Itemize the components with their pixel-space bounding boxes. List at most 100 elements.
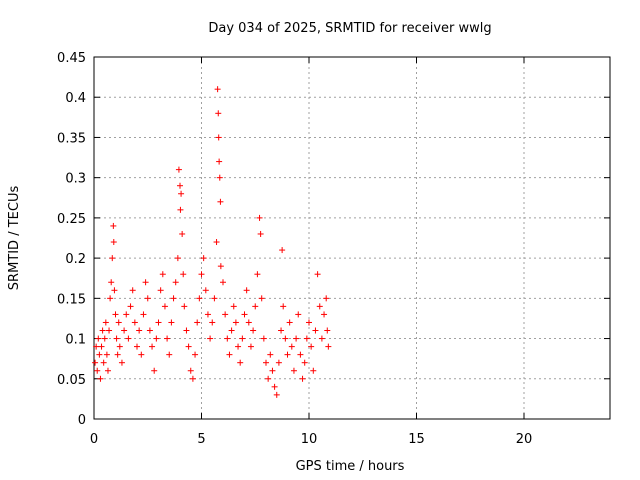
data-point — [189, 375, 196, 382]
data-point — [232, 319, 239, 326]
x-tick-label: 15 — [408, 432, 425, 447]
data-point — [260, 335, 267, 342]
data-point — [200, 255, 207, 262]
data-point — [98, 343, 105, 350]
data-point — [282, 335, 289, 342]
data-point — [106, 327, 113, 334]
data-point — [214, 86, 221, 93]
data-point — [209, 319, 216, 326]
data-point — [118, 359, 125, 366]
y-tick-label: 0.25 — [57, 212, 86, 227]
data-point — [318, 335, 325, 342]
y-tick-label: 0.2 — [65, 252, 86, 267]
data-point — [187, 367, 194, 374]
data-point — [166, 351, 173, 358]
data-point — [269, 367, 276, 374]
data-point — [131, 319, 138, 326]
data-point — [100, 359, 107, 366]
data-point — [112, 311, 119, 318]
data-point — [104, 367, 111, 374]
data-point — [153, 335, 160, 342]
y-tick-label: 0.15 — [57, 292, 86, 307]
data-point — [177, 182, 183, 189]
data-point — [93, 343, 100, 350]
data-point — [110, 239, 117, 246]
data-point — [290, 367, 297, 374]
data-point — [316, 303, 323, 310]
data-point — [247, 343, 254, 350]
x-tick-label: 0 — [90, 432, 98, 447]
data-point — [216, 158, 223, 165]
data-point — [273, 391, 280, 398]
data-point — [175, 166, 182, 173]
data-point — [237, 359, 244, 366]
data-point — [293, 335, 300, 342]
data-points — [92, 86, 332, 398]
data-point — [161, 303, 168, 310]
data-point — [310, 367, 317, 374]
data-point — [301, 359, 308, 366]
data-point — [297, 351, 304, 358]
data-point — [183, 327, 190, 334]
data-point — [95, 335, 102, 342]
data-point — [265, 375, 272, 382]
data-point — [192, 351, 199, 358]
data-point — [323, 295, 330, 302]
data-point — [284, 351, 291, 358]
data-point — [129, 287, 136, 294]
data-point — [207, 335, 214, 342]
data-point — [241, 311, 248, 318]
data-point — [230, 303, 237, 310]
data-point — [103, 351, 110, 358]
data-point — [134, 343, 140, 350]
data-point — [279, 247, 286, 254]
data-point — [127, 303, 134, 310]
data-point — [109, 255, 116, 262]
y-tick-label: 0.45 — [57, 51, 86, 66]
data-point — [295, 311, 302, 318]
data-point — [215, 134, 222, 141]
data-point — [107, 295, 114, 302]
data-point — [278, 327, 285, 334]
data-point — [155, 319, 162, 326]
data-point — [157, 287, 164, 294]
data-point — [185, 343, 192, 350]
data-point — [123, 311, 130, 318]
data-point — [115, 319, 122, 326]
data-point — [243, 287, 250, 294]
data-point — [164, 335, 171, 342]
data-point — [178, 190, 185, 197]
data-point — [170, 295, 177, 302]
data-point — [174, 255, 181, 262]
data-point — [97, 375, 104, 382]
data-point — [179, 230, 186, 237]
data-point — [125, 335, 132, 342]
data-point — [314, 271, 321, 278]
data-point — [217, 198, 224, 205]
data-point — [321, 311, 328, 318]
axes: 0 0.05 0.1 0.15 0.2 0.25 0.3 0.35 0.4 0.45 0 5 10 15 2… — [57, 51, 611, 447]
data-point — [256, 214, 263, 221]
data-point — [312, 327, 319, 334]
data-point — [116, 343, 123, 350]
data-point — [226, 351, 233, 358]
data-point — [271, 383, 278, 390]
data-point — [258, 295, 265, 302]
y-tick-label: 0.05 — [57, 373, 86, 388]
y-tick-label: 0.35 — [57, 131, 86, 146]
data-point — [202, 287, 209, 294]
data-point — [224, 335, 231, 342]
y-tick-label: 0.4 — [65, 91, 86, 106]
data-point — [138, 351, 145, 358]
data-point — [181, 303, 188, 310]
x-tick-label: 5 — [197, 432, 205, 447]
data-point — [250, 327, 257, 334]
x-axis-label: GPS time / hours — [296, 459, 405, 474]
data-point — [108, 279, 115, 286]
data-point — [146, 327, 153, 334]
data-point — [211, 295, 218, 302]
data-point — [288, 343, 295, 350]
data-point — [102, 319, 109, 326]
y-axis-label: SRMTID / TECUs — [7, 186, 22, 291]
